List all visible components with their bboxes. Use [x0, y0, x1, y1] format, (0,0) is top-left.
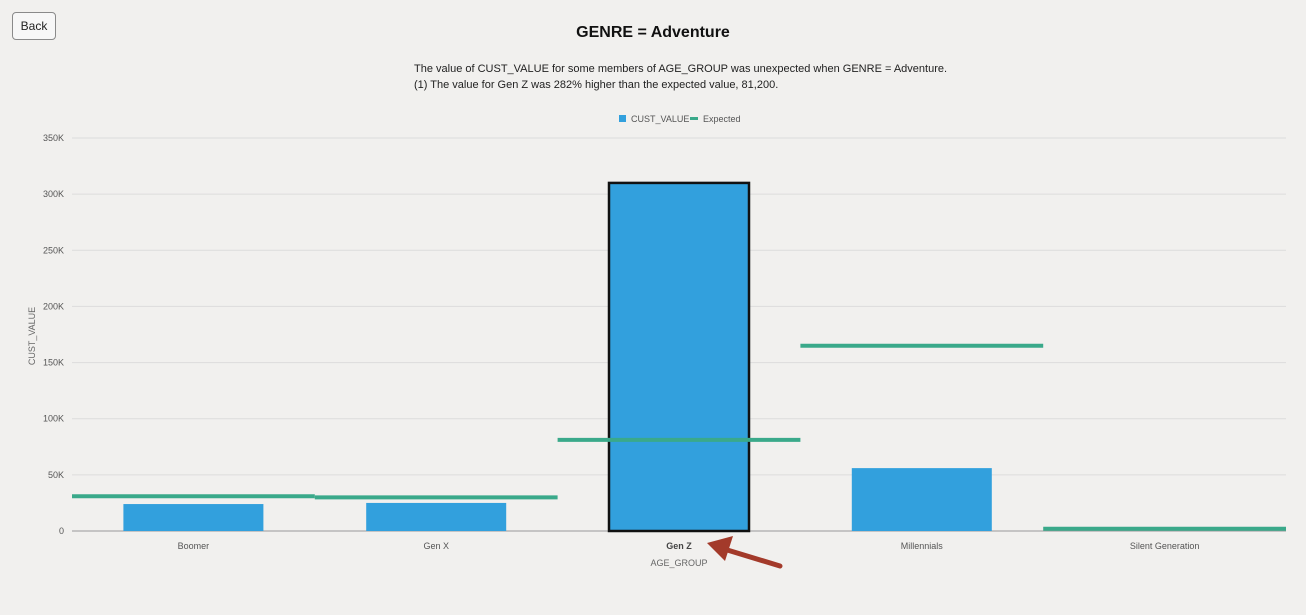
- back-button[interactable]: Back: [12, 12, 56, 40]
- x-axis-labels: Boomer Gen X Gen Z Millennials Silent Genera…: [178, 541, 1200, 551]
- legend: CUST_VALUE Expected: [619, 114, 741, 124]
- y-axis-ticks: 0 50K 100K 150K 200K 250K 300K 350K: [43, 133, 64, 536]
- summary-line-2: (1) The value for Gen Z was 282% higher …: [414, 79, 779, 91]
- legend-label-expected: Expected: [703, 114, 741, 124]
- legend-label-cust-value: CUST_VALUE: [631, 114, 689, 124]
- x-axis-title: AGE_GROUP: [650, 558, 707, 568]
- y-tick-label: 250K: [43, 245, 64, 255]
- bar-boomer: [123, 504, 264, 531]
- y-tick-label: 300K: [43, 189, 64, 199]
- y-tick-label: 150K: [43, 358, 64, 368]
- y-tick-label: 50K: [48, 470, 64, 480]
- summary-line-1: The value of CUST_VALUE for some members…: [414, 63, 948, 75]
- x-tick-label: Millennials: [901, 541, 944, 551]
- y-tick-label: 0: [59, 526, 64, 536]
- expected-lines: [72, 343, 1286, 531]
- legend-swatch-cust-value: [619, 115, 626, 122]
- x-tick-label: Silent Generation: [1130, 541, 1200, 551]
- annotation-arrow: [707, 536, 783, 569]
- x-tick-label: Gen Z: [666, 541, 692, 551]
- x-tick-label: Boomer: [178, 541, 210, 551]
- legend-swatch-expected: [690, 117, 698, 120]
- bar-gen-x: [366, 502, 507, 531]
- x-tick-label: Gen X: [423, 541, 449, 551]
- y-axis-title: CUST_VALUE: [27, 307, 37, 365]
- y-tick-label: 100K: [43, 414, 64, 424]
- y-tick-label: 350K: [43, 133, 64, 143]
- bars: [123, 181, 992, 533]
- y-tick-label: 200K: [43, 301, 64, 311]
- summary-text: The value of CUST_VALUE for some members…: [414, 61, 947, 93]
- page-title: GENRE = Adventure: [576, 24, 730, 41]
- bar-millennials: [851, 468, 992, 531]
- bar-gen-z: [607, 181, 751, 533]
